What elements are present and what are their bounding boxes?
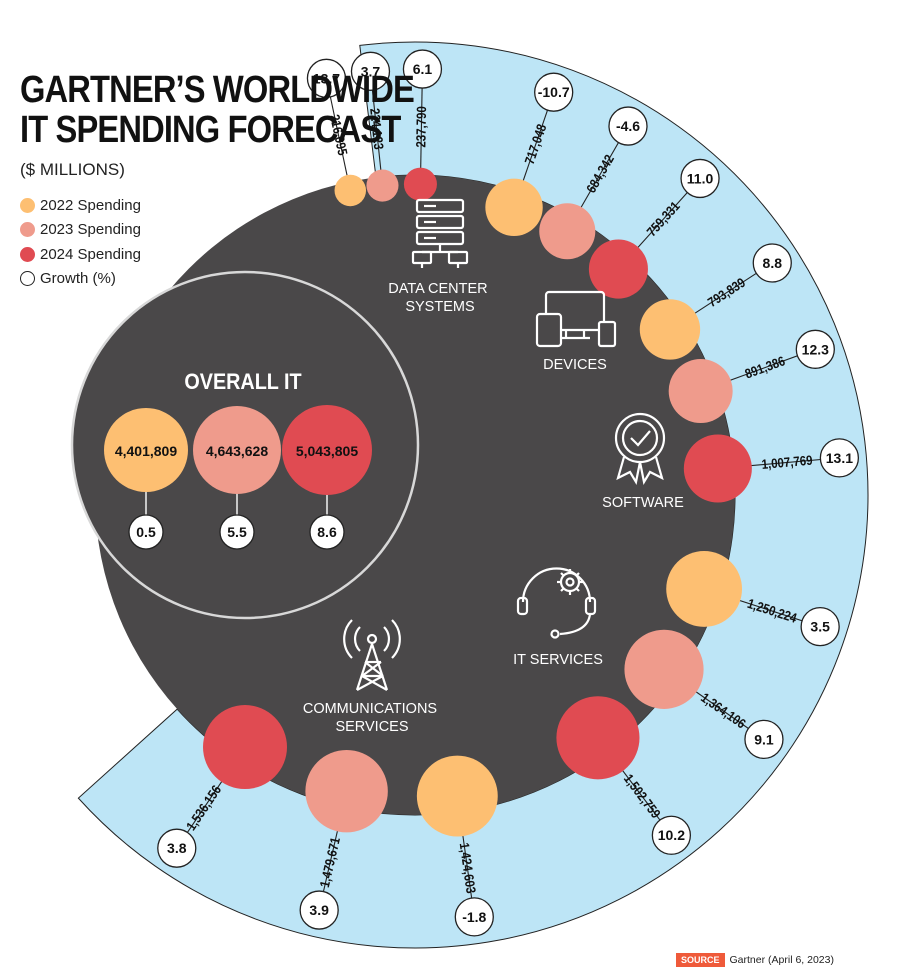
legend-label: 2023 Spending — [40, 221, 141, 239]
spending-label-0-1: 224,123 — [367, 108, 386, 151]
overall-it-panel: OVERALL IT 4,401,809 4,643,628 5,043,805… — [70, 270, 420, 620]
growth-marker-0-1 — [350, 51, 391, 91]
growth-marker-2-1 — [795, 329, 835, 369]
legend-swatch-2022 — [20, 197, 35, 213]
overall-it-title: OVERALL IT — [184, 370, 301, 394]
overall-growth-label-2023: 5.5 — [227, 524, 247, 540]
legend-label: 2024 Spending — [40, 245, 141, 263]
overall-bubble-2023 — [193, 406, 281, 494]
source-tag: SOURCE — [676, 953, 725, 967]
growth-label-4-1: 3.9 — [309, 902, 329, 918]
antenna-tower-icon — [343, 619, 401, 691]
overall-growth-2022 — [128, 514, 164, 550]
overall-growth-label-2022: 0.5 — [136, 524, 156, 540]
growth-marker-1-0 — [534, 72, 574, 112]
segment-name-it-services: IT SERVICES — [513, 652, 603, 668]
growth-marker-3-1 — [744, 719, 784, 759]
growth-markers: 13.7 3.7 6.1 -10.7 -4.6 11.0 8.8 12.3 13.1 3.5 9.1… — [157, 49, 860, 937]
devices-icon — [535, 290, 617, 348]
bubble-headset-gear-2024 — [556, 696, 640, 780]
overall-growth-label-2024: 8.6 — [317, 524, 337, 540]
title-line-1: GARTNER’S WORLDWIDE — [20, 69, 415, 111]
legend-label: Growth (%) — [40, 270, 116, 288]
source-text: Gartner (April 6, 2023) — [729, 954, 834, 966]
overall-bubble-2022 — [104, 408, 188, 492]
segment-name-devices: DEVICES — [543, 357, 607, 373]
legend-item-2024: 2024 Spending — [20, 242, 141, 267]
bubble-server-2024 — [403, 167, 437, 201]
award-badge-icon — [614, 412, 666, 486]
overall-growth-2023 — [219, 514, 255, 550]
growth-marker-0-2 — [402, 49, 443, 89]
segment-name-communications: COMMUNICATIONS SERVICES — [303, 701, 441, 735]
bubble-headset-gear-2023 — [624, 629, 704, 709]
growth-marker-4-2 — [157, 828, 197, 868]
growth-label-3-0: 3.5 — [810, 619, 830, 635]
spending-bubbles — [203, 167, 752, 837]
source-note: SOURCE Gartner (April 6, 2023) — [676, 953, 834, 967]
spending-label-4-0: 1,424,603 — [456, 842, 478, 895]
growth-label-4-2: 3.8 — [167, 840, 187, 856]
growth-label-1-2: 11.0 — [687, 170, 714, 186]
growth-marker-2-2 — [819, 438, 860, 478]
spending-label-2-2: 1,007,769 — [761, 453, 813, 472]
bubble-server-2023 — [366, 169, 399, 202]
bubble-antenna-tower-2023 — [305, 749, 388, 833]
growth-label-3-2: 10.2 — [658, 827, 685, 843]
overall-growth-2024 — [309, 514, 345, 550]
legend-swatch-2023 — [20, 222, 35, 238]
growth-label-0-1: 3.7 — [361, 63, 381, 79]
growth-marker-2-0 — [752, 243, 792, 283]
segment-name-software: SOFTWARE — [602, 495, 684, 511]
bubble-headset-gear-2022 — [666, 551, 743, 627]
bubble-devices-2023 — [539, 203, 596, 260]
bubble-antenna-tower-2024 — [203, 705, 288, 790]
growth-marker-3-0 — [800, 606, 840, 647]
headset-gear-icon — [516, 567, 597, 639]
growth-label-0-2: 6.1 — [413, 61, 433, 77]
units-label: ($ MILLIONS) — [20, 160, 125, 179]
bubble-award-badge-2022 — [639, 299, 701, 360]
legend-label: 2022 Spending — [40, 196, 141, 214]
bubble-award-badge-2024 — [683, 434, 752, 503]
bubble-award-badge-2023 — [668, 359, 733, 424]
segment-name-data-center: DATA CENTER SYSTEMS — [388, 281, 491, 315]
growth-label-2-0: 8.8 — [763, 255, 783, 271]
growth-marker-1-2 — [680, 158, 720, 199]
legend-item-2022: 2022 Spending — [20, 193, 141, 218]
growth-marker-1-1 — [608, 106, 648, 146]
growth-label-3-1: 9.1 — [754, 731, 774, 747]
growth-label-2-1: 12.3 — [802, 341, 829, 357]
growth-marker-4-0 — [454, 897, 494, 937]
growth-label-0-0: 13.7 — [313, 70, 340, 86]
bubble-server-2022 — [334, 174, 367, 207]
title-line-2: IT SPENDING FORECAST — [20, 109, 401, 151]
legend: 2022 Spending 2023 Spending 2024 Spendin… — [20, 193, 141, 291]
growth-marker-3-2 — [651, 815, 692, 855]
overall-bubble-2024 — [282, 405, 372, 495]
server-icon — [411, 198, 469, 268]
overall-value-2024: 5,043,805 — [296, 443, 358, 459]
growth-label-1-1: -4.6 — [616, 118, 640, 134]
legend-swatch-2024 — [20, 246, 35, 262]
legend-item-2023: 2023 Spending — [20, 218, 141, 243]
spending-label-0-2: 237,790 — [414, 106, 430, 148]
overall-value-2023: 4,643,628 — [206, 443, 268, 459]
growth-marker-0-0 — [306, 58, 347, 98]
growth-label-1-0: -10.7 — [538, 84, 570, 100]
growth-label-2-2: 13.1 — [826, 450, 853, 466]
bubble-devices-2022 — [485, 178, 543, 237]
legend-item-growth: Growth (%) — [20, 267, 141, 292]
growth-marker-4-1 — [299, 890, 339, 930]
legend-swatch-growth — [20, 271, 35, 287]
growth-label-4-0: -1.8 — [462, 909, 486, 925]
overall-value-2022: 4,401,809 — [115, 443, 177, 459]
bubble-devices-2024 — [588, 239, 648, 299]
bubble-antenna-tower-2022 — [416, 755, 498, 837]
chart-title: GARTNER’S WORLDWIDE IT SPENDING FORECAST — [20, 69, 415, 151]
